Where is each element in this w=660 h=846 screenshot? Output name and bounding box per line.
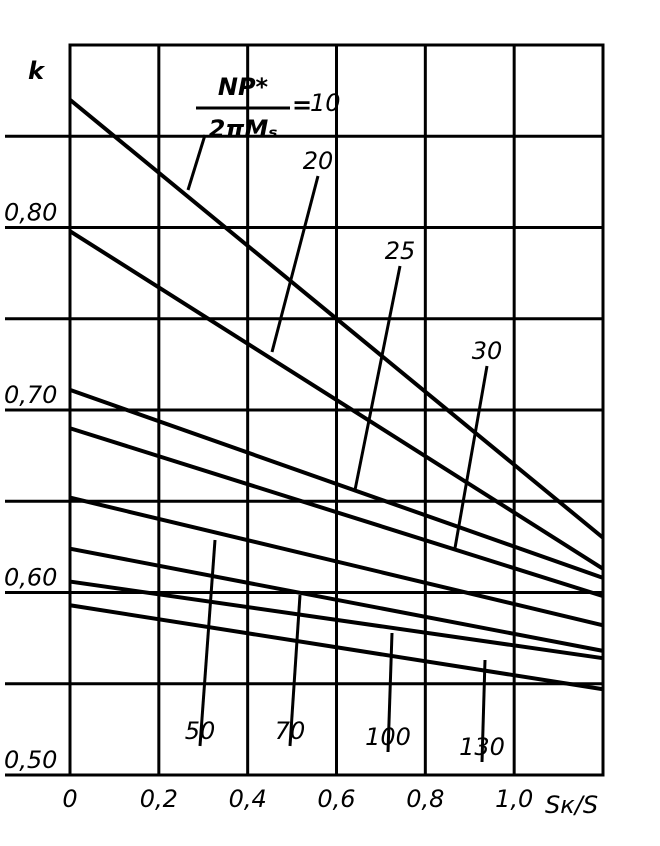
- y-tick-label: 0,60: [4, 564, 57, 592]
- annotation-numerator: NP*: [218, 73, 269, 101]
- series-line: [68, 98, 605, 540]
- series-line: [69, 426, 604, 599]
- series-line: [69, 546, 604, 653]
- annotation-equals: =: [292, 91, 312, 119]
- x-axis-label: Sк/S: [545, 791, 598, 819]
- y-tick-label: 0,80: [4, 199, 57, 227]
- x-tick-label: 0,6: [317, 785, 355, 813]
- series-label: 70: [275, 717, 306, 745]
- x-tick-label: 0,8: [406, 785, 444, 813]
- leader-line: [288, 594, 302, 747]
- y-tick-label: 0,50: [4, 746, 57, 774]
- leader-line: [198, 539, 217, 747]
- y-tick-label: 0,70: [4, 381, 57, 409]
- leader-line: [386, 632, 394, 753]
- series-line: [69, 603, 604, 692]
- series-label: 130: [459, 733, 505, 761]
- series-line: [68, 229, 605, 571]
- series-label: 100: [365, 723, 411, 751]
- leader-line: [453, 365, 489, 549]
- series-label: 20: [303, 147, 334, 175]
- series-label: 25: [385, 237, 416, 265]
- series-line: [69, 388, 604, 580]
- leader-line: [353, 265, 402, 491]
- x-tick-label: 0,2: [140, 785, 178, 813]
- leader-line: [270, 175, 320, 353]
- series-line: [69, 495, 604, 628]
- annotation-denominator: 2πMₛ: [209, 115, 278, 143]
- x-tick-label: 0: [62, 785, 77, 813]
- leader-line: [480, 659, 487, 763]
- x-tick-label: 0,4: [229, 785, 267, 813]
- y-axis-label: k: [28, 57, 46, 85]
- series-label: 50: [185, 717, 216, 745]
- leader-line: [186, 134, 207, 191]
- series-label: 30: [472, 337, 503, 365]
- series-line: [69, 579, 604, 661]
- series-label: 10: [310, 89, 341, 117]
- x-tick-label: 1,0: [495, 785, 533, 813]
